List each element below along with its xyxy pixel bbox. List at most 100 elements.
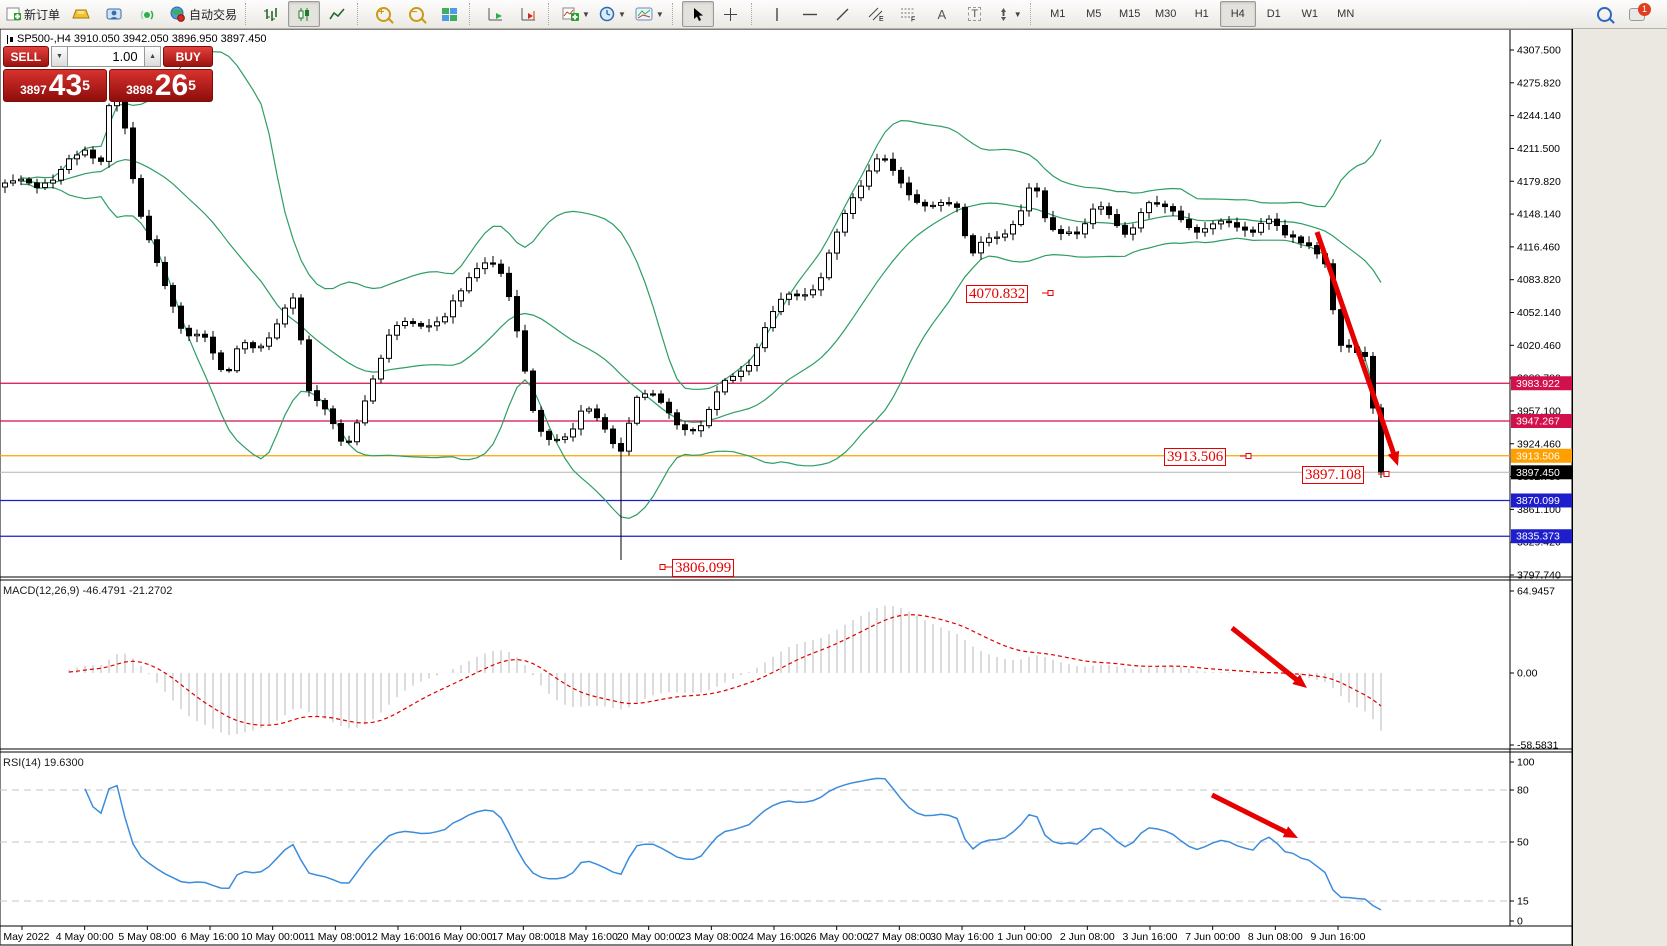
vertical-line-icon bbox=[776, 7, 778, 21]
terminal-button[interactable] bbox=[98, 1, 130, 27]
arrows-icon bbox=[1000, 7, 1006, 21]
template-icon bbox=[635, 7, 653, 21]
channel-letter: E bbox=[879, 16, 884, 22]
add-indicator-button[interactable]: ▼ bbox=[558, 1, 594, 27]
svg-text:5 May 08:00: 5 May 08:00 bbox=[118, 931, 176, 943]
sell-button[interactable]: SELL bbox=[3, 46, 49, 67]
tile-windows-icon bbox=[441, 7, 457, 21]
fibonacci-button[interactable]: F bbox=[893, 1, 925, 27]
volume-down-button[interactable]: ▼ bbox=[50, 46, 69, 67]
chart-window[interactable]: 4307.500 4275.820 4244.140 4211.500 4179.820… bbox=[0, 29, 1573, 946]
timeframe-m15[interactable]: M15 bbox=[1119, 8, 1141, 20]
svg-text:50: 50 bbox=[1517, 837, 1529, 849]
symbol-icon bbox=[6, 34, 13, 44]
svg-text:2 Jun 08:00: 2 Jun 08:00 bbox=[1060, 931, 1115, 943]
price-callout[interactable]: 3806.099 bbox=[672, 559, 735, 577]
volume-up-button[interactable]: ▲ bbox=[143, 46, 162, 67]
timeframe-m5[interactable]: M5 bbox=[1086, 8, 1102, 20]
new-order-button[interactable]: 新订单 bbox=[2, 1, 64, 27]
signal-icon bbox=[140, 10, 153, 19]
market-watch-button[interactable] bbox=[65, 1, 97, 27]
chevron-down-icon: ▼ bbox=[1013, 9, 1022, 19]
zoom-in-button[interactable]: + bbox=[367, 1, 399, 27]
macd-label: MACD(12,26,9) -46.4791 -21.2702 bbox=[3, 585, 173, 597]
toolbar-separator bbox=[1029, 3, 1036, 25]
svg-text:6 May 16:00: 6 May 16:00 bbox=[181, 931, 239, 943]
svg-text:27 May 08:00: 27 May 08:00 bbox=[868, 931, 932, 943]
svg-text:0.00: 0.00 bbox=[1517, 668, 1538, 680]
buy-button[interactable]: BUY bbox=[163, 46, 213, 67]
period-button[interactable]: ▼ bbox=[595, 1, 630, 27]
timeframe-m1[interactable]: M1 bbox=[1050, 8, 1066, 20]
zoom-out-button[interactable]: − bbox=[400, 1, 432, 27]
svg-text:2 May 2022: 2 May 2022 bbox=[0, 931, 50, 943]
timeframe-m30[interactable]: M30 bbox=[1155, 8, 1177, 20]
sell-price-button[interactable]: 3897 43 5 bbox=[3, 69, 107, 102]
svg-text:1 Jun 00:00: 1 Jun 00:00 bbox=[997, 931, 1052, 943]
chart-canvas[interactable]: 4307.500 4275.820 4244.140 4211.500 4179.820… bbox=[0, 29, 1573, 946]
svg-text:0: 0 bbox=[1517, 916, 1523, 928]
timeframe-h1[interactable]: H1 bbox=[1194, 8, 1209, 20]
bar-chart-button[interactable] bbox=[255, 1, 287, 27]
notifications-button[interactable]: 1 bbox=[1621, 1, 1653, 27]
arrows-button[interactable]: ▼ bbox=[992, 1, 1026, 27]
svg-text:11 May 08:00: 11 May 08:00 bbox=[304, 931, 367, 943]
sell-price-big: 43 bbox=[48, 69, 83, 102]
svg-text:8 Jun 08:00: 8 Jun 08:00 bbox=[1248, 931, 1303, 943]
timeframe-w1[interactable]: W1 bbox=[1301, 8, 1318, 20]
text-label-button[interactable]: T bbox=[959, 1, 991, 27]
svg-text:-58.5831: -58.5831 bbox=[1517, 740, 1559, 752]
svg-text:4211.500: 4211.500 bbox=[1517, 143, 1560, 155]
sell-price-small: 3897 bbox=[20, 83, 47, 97]
svg-text:4275.820: 4275.820 bbox=[1517, 77, 1561, 89]
svg-text:4148.140: 4148.140 bbox=[1517, 209, 1561, 221]
chart-shift-button[interactable] bbox=[512, 1, 544, 27]
timeframe-d1[interactable]: D1 bbox=[1266, 8, 1281, 20]
bar-chart-icon bbox=[264, 7, 277, 21]
candlestick-chart-button[interactable] bbox=[288, 1, 321, 27]
fibo-icon: F bbox=[901, 8, 916, 23]
svg-text:26 May 00:00: 26 May 00:00 bbox=[805, 931, 869, 943]
svg-text:4116.460: 4116.460 bbox=[1517, 241, 1560, 253]
auto-trading-button[interactable]: 自动交易 bbox=[164, 1, 241, 27]
svg-text:3947.267: 3947.267 bbox=[1516, 416, 1560, 428]
cursor-button[interactable] bbox=[681, 1, 714, 27]
timeframe-h4[interactable]: H4 bbox=[1219, 1, 1256, 27]
horizontal-line-button[interactable] bbox=[794, 1, 826, 27]
search-icon bbox=[1596, 6, 1612, 22]
line-chart-icon bbox=[328, 7, 345, 19]
svg-text:3797.740: 3797.740 bbox=[1517, 570, 1561, 582]
timeframe-mn[interactable]: MN bbox=[1337, 8, 1355, 20]
chevron-down-icon: ▼ bbox=[582, 9, 590, 19]
price-callout[interactable]: 4070.832 bbox=[966, 285, 1029, 303]
zoom-in-icon: + bbox=[375, 6, 391, 22]
notification-badge: 1 bbox=[1638, 2, 1651, 16]
svg-text:4083.820: 4083.820 bbox=[1517, 274, 1561, 286]
svg-text:4020.460: 4020.460 bbox=[1517, 340, 1561, 352]
crosshair-button[interactable] bbox=[715, 1, 747, 27]
trendline-button[interactable] bbox=[827, 1, 859, 27]
svg-text:3870.099: 3870.099 bbox=[1516, 495, 1560, 507]
tile-windows-button[interactable] bbox=[433, 1, 465, 27]
templates-button[interactable]: ▼ bbox=[631, 1, 668, 27]
svg-text:80: 80 bbox=[1517, 785, 1529, 797]
sell-price-sup: 5 bbox=[82, 77, 90, 93]
svg-text:16 May 00:00: 16 May 00:00 bbox=[429, 931, 493, 943]
price-callout[interactable]: 3897.108 bbox=[1302, 466, 1365, 484]
svg-text:15: 15 bbox=[1517, 896, 1529, 908]
equidistant-channel-button[interactable]: E bbox=[860, 1, 892, 27]
price-callout[interactable]: 3913.506 bbox=[1164, 448, 1227, 466]
svg-text:3983.922: 3983.922 bbox=[1516, 378, 1560, 390]
auto-scroll-button[interactable] bbox=[479, 1, 511, 27]
timeframe-bar: M1 M5 M15 M30 H1 H4 D1 W1 MN bbox=[1040, 1, 1364, 27]
buy-price-button[interactable]: 3898 26 5 bbox=[109, 69, 213, 102]
text-button[interactable]: A bbox=[926, 1, 958, 27]
volume-input[interactable]: 1.00 bbox=[68, 46, 144, 67]
fibo-letter: F bbox=[911, 17, 915, 23]
vertical-line-button[interactable] bbox=[761, 1, 793, 27]
search-button[interactable] bbox=[1588, 1, 1620, 27]
signal-button[interactable] bbox=[131, 1, 163, 27]
svg-text:3835.373: 3835.373 bbox=[1516, 531, 1560, 543]
line-chart-button[interactable] bbox=[321, 1, 353, 27]
